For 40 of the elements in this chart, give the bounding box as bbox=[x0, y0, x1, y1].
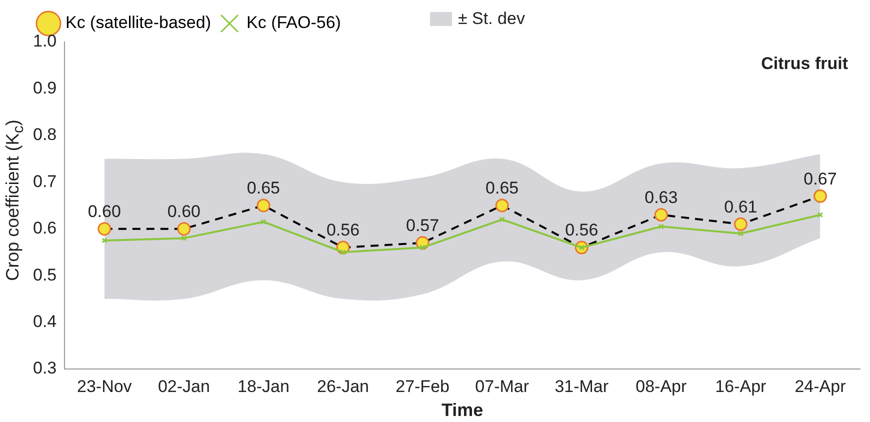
y-tick-label: 0.6 bbox=[32, 218, 57, 238]
point bbox=[420, 244, 426, 250]
point bbox=[658, 224, 664, 230]
y-tick-label: 0.7 bbox=[32, 172, 57, 191]
data-label: 0.67 bbox=[804, 169, 837, 188]
x-tick-label: 08-Apr bbox=[636, 376, 688, 396]
legend-label: Kc (satellite-based) bbox=[66, 13, 212, 32]
data-label: 0.60 bbox=[88, 202, 121, 222]
x-tick-label: 16-Apr bbox=[715, 376, 767, 396]
x-tick-label: 24-Apr bbox=[794, 376, 846, 396]
point bbox=[499, 216, 505, 222]
x-tick-label: 23-Nov bbox=[76, 376, 132, 396]
data-label: 0.65 bbox=[246, 178, 280, 198]
y-tick-label: 0.8 bbox=[32, 125, 57, 144]
x-tick-label: 07-Mar bbox=[475, 376, 530, 396]
x-tick-label: 02-Jan bbox=[158, 376, 210, 396]
point bbox=[340, 249, 346, 256]
y-tick-label: 0.4 bbox=[32, 312, 57, 331]
data-label: 0.56 bbox=[565, 220, 598, 240]
text: Citrus fruit bbox=[761, 54, 848, 74]
x-tick-label: 18-Jan bbox=[237, 376, 290, 396]
x-tick-label: 31-Mar bbox=[554, 376, 609, 396]
point bbox=[181, 235, 187, 242]
text: ± St. dev bbox=[458, 9, 525, 29]
y-tick-label: 0.5 bbox=[32, 265, 57, 284]
legend-label: Kc (FAO-56) bbox=[246, 13, 341, 32]
x-tick-label: 26-Jan bbox=[317, 376, 370, 396]
y-tick-label: 0.9 bbox=[32, 78, 57, 98]
data-label: 0.56 bbox=[326, 220, 360, 240]
data-label: 0.61 bbox=[724, 197, 758, 216]
x-tick-label: 27-Feb bbox=[396, 376, 450, 396]
data-label: 0.60 bbox=[167, 202, 200, 222]
x-axis-title: Time bbox=[441, 400, 484, 420]
point bbox=[260, 218, 266, 225]
data-label: 0.65 bbox=[486, 178, 519, 198]
y-tick-label: 0.3 bbox=[32, 358, 57, 378]
data-label: 0.63 bbox=[644, 188, 678, 208]
y-tick-label: 1.0 bbox=[32, 32, 57, 51]
data-label: 0.57 bbox=[406, 216, 440, 236]
point bbox=[738, 230, 744, 236]
